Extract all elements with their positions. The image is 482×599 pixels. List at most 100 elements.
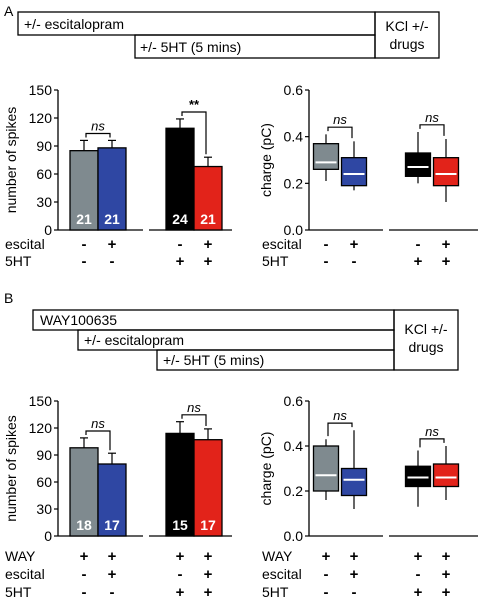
protocol-kcl-label-line1: KCl +/- [385, 18, 429, 34]
condition-sign: + [414, 548, 423, 565]
significance-bracket [327, 422, 353, 437]
y-axis-label: number of spikes [3, 107, 19, 214]
significance-bracket [85, 132, 111, 138]
condition-sign: - [324, 236, 329, 253]
y-tick-label: 150 [29, 82, 53, 98]
y-tick-label: 30 [36, 194, 52, 210]
condition-sign: - [82, 253, 87, 270]
box-black [404, 465, 432, 488]
condition-sign: - [324, 566, 329, 583]
condition-sign: - [352, 584, 357, 599]
condition-sign: - [82, 236, 87, 253]
condition-label-escital: escital [5, 566, 45, 582]
y-tick-label: 0.2 [284, 175, 304, 191]
significance-bracket [327, 126, 353, 139]
condition-sign: + [322, 548, 331, 565]
y-tick-label: 0 [44, 222, 52, 238]
condition-sign: + [414, 253, 423, 270]
condition-sign: + [204, 548, 213, 565]
box-red [432, 157, 460, 187]
y-axis-label: charge (pC) [258, 123, 274, 197]
condition-sign: + [108, 236, 117, 253]
significance-label: ns [91, 416, 105, 431]
box-red [432, 463, 460, 488]
y-axis-label: number of spikes [3, 415, 19, 522]
y-tick-label: 120 [29, 420, 53, 436]
y-tick-label: 0.0 [284, 528, 304, 544]
condition-sign: + [414, 584, 423, 599]
y-tick-label: 150 [29, 393, 53, 409]
protocol-kcl-b-label-line1: KCl +/- [404, 321, 448, 337]
condition-sign: + [350, 236, 359, 253]
significance-bracket [419, 438, 445, 448]
protocol-bar-escitalopram-b-label: +/- escitalopram [84, 332, 184, 348]
protocol-bar-escitalopram-label: +/- escitalopram [24, 16, 124, 32]
protocol-bar-5ht-label: +/- 5HT (5 mins) [140, 39, 241, 55]
significance-label: ns [333, 408, 347, 423]
condition-label-escital: escital [262, 236, 302, 252]
y-tick-label: 0.6 [284, 393, 304, 409]
condition-sign: - [110, 584, 115, 599]
bar-red [193, 439, 223, 537]
condition-sign: + [176, 548, 185, 565]
condition-sign: - [82, 584, 87, 599]
y-tick-label: 0.2 [284, 483, 304, 499]
condition-sign: + [204, 566, 213, 583]
bar-blue [97, 147, 127, 231]
condition-sign: - [416, 566, 421, 583]
significance-label: ns [333, 112, 347, 127]
box-blue [340, 467, 368, 497]
y-tick-label: 60 [36, 166, 52, 182]
bar-count-label: 17 [200, 517, 216, 533]
condition-sign: - [324, 253, 329, 270]
box-black [404, 152, 432, 177]
protocol-kcl-label-line2: drugs [389, 36, 424, 52]
condition-label-5ht: 5HT [262, 584, 289, 599]
box-gray [312, 445, 340, 492]
bar-black [165, 432, 195, 537]
condition-sign: - [324, 584, 329, 599]
significance-bracket [419, 124, 445, 136]
condition-sign: - [178, 566, 183, 583]
condition-label-5ht: 5HT [5, 253, 32, 269]
condition-sign: + [204, 584, 213, 599]
condition-sign: + [176, 253, 185, 270]
bar-count-label: 24 [172, 211, 188, 227]
condition-label-escital: escital [5, 236, 45, 252]
y-tick-label: 0.4 [284, 438, 304, 454]
condition-label-5ht: 5HT [262, 253, 289, 269]
condition-label-way: WAY [5, 548, 36, 564]
condition-sign: + [204, 253, 213, 270]
box-blue [340, 157, 368, 187]
y-tick-label: 0.0 [284, 222, 304, 238]
condition-sign: - [178, 236, 183, 253]
protocol-kcl-box [374, 11, 440, 59]
panel-a-protocol: A +/- escitalopram +/- 5HT (5 mins) KCl … [4, 3, 440, 59]
condition-sign: - [82, 566, 87, 583]
condition-sign: + [442, 236, 451, 253]
significance-bracket [181, 414, 207, 426]
condition-label-way: WAY [262, 548, 293, 564]
protocol-kcl-b-label-line2: drugs [408, 339, 443, 355]
significance-label: ** [189, 97, 200, 112]
condition-sign: - [110, 253, 115, 270]
box-gray [312, 143, 340, 170]
condition-sign: + [442, 566, 451, 583]
significance-bracket [181, 111, 207, 155]
condition-sign: + [204, 236, 213, 253]
y-tick-label: 0.4 [284, 129, 304, 145]
bar-gray [69, 447, 99, 537]
protocol-bar-way100635-label: WAY100635 [40, 312, 117, 328]
bar-count-label: 21 [200, 211, 216, 227]
significance-label: ns [425, 110, 439, 125]
condition-label-escital: escital [262, 566, 302, 582]
condition-sign: - [416, 236, 421, 253]
condition-sign: + [442, 584, 451, 599]
bar-red [193, 165, 223, 231]
bar-count-label: 15 [172, 517, 188, 533]
condition-sign: + [442, 253, 451, 270]
significance-bracket [85, 430, 111, 451]
y-tick-label: 90 [36, 447, 52, 463]
panel-a-letter: A [4, 3, 14, 19]
